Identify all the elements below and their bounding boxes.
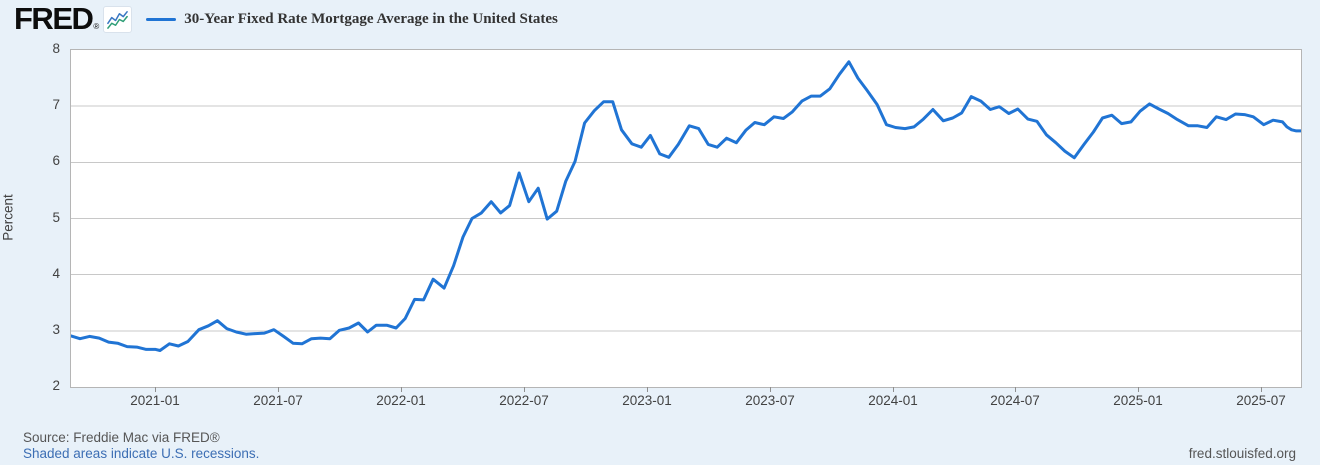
x-tick-label: 2021-07 (253, 393, 303, 408)
y-tick-label: 2 (52, 378, 60, 393)
x-tick-mark (893, 387, 894, 392)
y-tick-label: 3 (52, 321, 60, 337)
series-line[interactable] (71, 60, 1301, 352)
registered-mark: ® (93, 22, 100, 31)
x-tick-mark (524, 387, 525, 392)
mini-line-chart-icon (103, 5, 133, 33)
recession-note-link[interactable]: Shaded areas indicate U.S. recessions. (23, 446, 260, 461)
y-tick-label: 5 (52, 209, 60, 225)
series-legend: 30-Year Fixed Rate Mortgage Average in t… (146, 11, 558, 28)
fred-logo[interactable]: FRED (14, 1, 94, 36)
y-tick-label: 8 (52, 41, 60, 56)
chart-header: FRED ® 30-Year Fixed Rate Mortgage Averag… (14, 1, 558, 36)
x-tick-mark (155, 387, 156, 392)
series-title: 30-Year Fixed Rate Mortgage Average in t… (184, 10, 558, 27)
fred-site-link[interactable]: fred.stlouisfed.org (1188, 446, 1296, 461)
x-tick-mark (1261, 387, 1262, 392)
x-tick-mark (1015, 387, 1016, 392)
x-tick-mark (401, 387, 402, 392)
x-tick-label: 2022-01 (376, 393, 426, 408)
x-tick-label: 2025-07 (1236, 393, 1286, 408)
series-line-swatch (146, 17, 177, 21)
x-tick-label: 2024-07 (990, 393, 1040, 408)
source-note: Source: Freddie Mac via FRED® (23, 430, 220, 445)
x-tick-mark (278, 387, 279, 392)
x-tick-mark (770, 387, 771, 392)
x-tick-label: 2023-01 (622, 393, 672, 408)
y-tick-label: 4 (52, 265, 60, 281)
y-tick-label: 6 (52, 153, 60, 169)
x-tick-mark (1138, 387, 1139, 392)
mortgage-rate-line-chart[interactable] (71, 50, 1301, 387)
x-tick-label: 2025-01 (1113, 393, 1163, 408)
x-tick-label: 2024-01 (868, 393, 918, 408)
x-tick-label: 2022-07 (499, 393, 549, 408)
y-tick-label: 7 (52, 97, 60, 113)
x-tick-label: 2023-07 (745, 393, 795, 408)
x-tick-label: 2021-01 (130, 393, 180, 408)
x-tick-mark (647, 387, 648, 392)
plot-area[interactable] (70, 49, 1302, 388)
